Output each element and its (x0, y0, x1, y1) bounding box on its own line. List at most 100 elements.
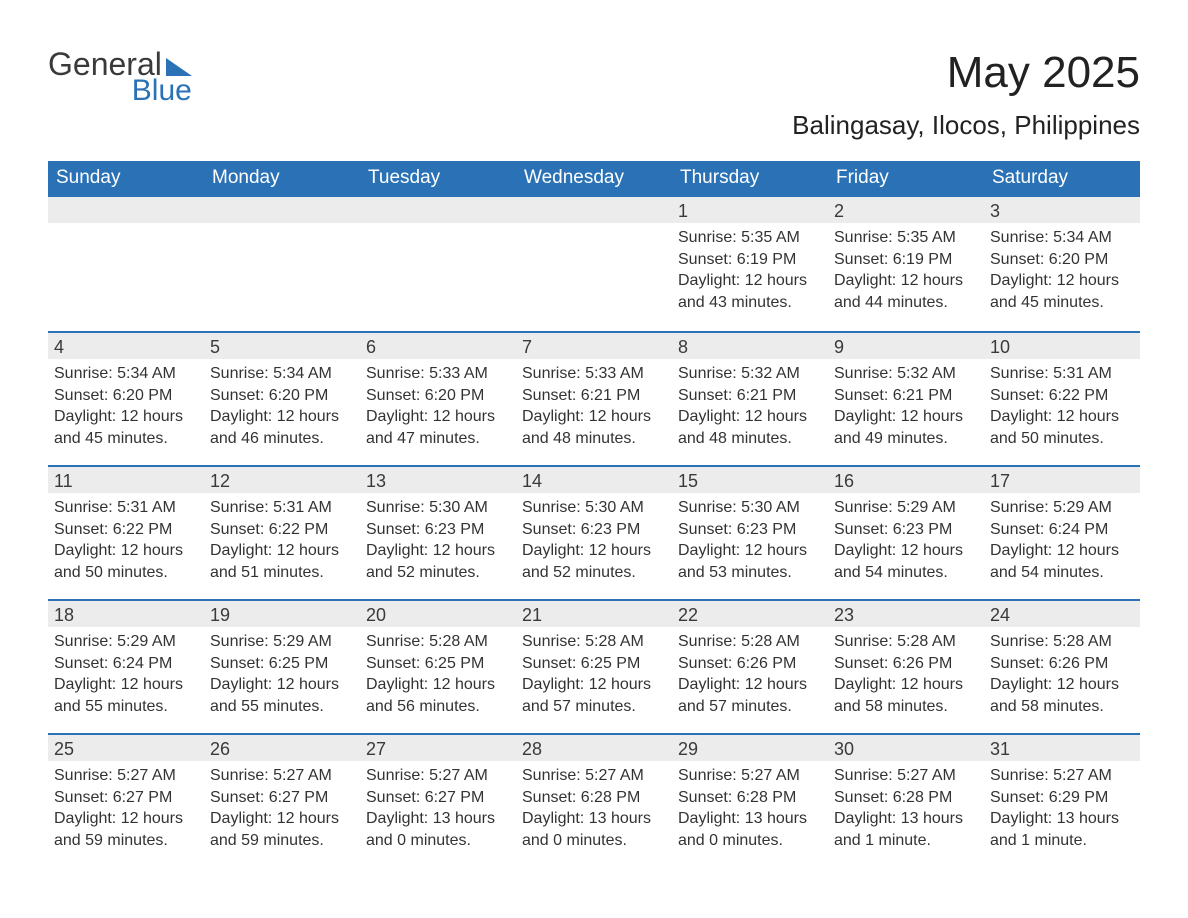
daylight-line: Daylight: 13 hours and 0 minutes. (366, 808, 510, 851)
day-number: 27 (360, 735, 516, 761)
sunset-line: Sunset: 6:23 PM (834, 519, 978, 541)
sunset-line: Sunset: 6:26 PM (678, 653, 822, 675)
day-body: Sunrise: 5:35 AMSunset: 6:19 PMDaylight:… (672, 223, 828, 319)
day-cell: 28Sunrise: 5:27 AMSunset: 6:28 PMDayligh… (516, 735, 672, 861)
day-cell: 7Sunrise: 5:33 AMSunset: 6:21 PMDaylight… (516, 333, 672, 459)
daylight-line: Daylight: 12 hours and 59 minutes. (54, 808, 198, 851)
day-cell: 12Sunrise: 5:31 AMSunset: 6:22 PMDayligh… (204, 467, 360, 593)
daylight-line: Daylight: 13 hours and 0 minutes. (522, 808, 666, 851)
sunset-line: Sunset: 6:28 PM (522, 787, 666, 809)
sunrise-line: Sunrise: 5:29 AM (210, 631, 354, 653)
weekday-header: Sunday (48, 161, 204, 197)
daylight-line: Daylight: 12 hours and 56 minutes. (366, 674, 510, 717)
daylight-line: Daylight: 12 hours and 48 minutes. (522, 406, 666, 449)
sunrise-line: Sunrise: 5:34 AM (990, 227, 1134, 249)
day-number: 30 (828, 735, 984, 761)
day-body: Sunrise: 5:27 AMSunset: 6:27 PMDaylight:… (360, 761, 516, 857)
day-cell: 31Sunrise: 5:27 AMSunset: 6:29 PMDayligh… (984, 735, 1140, 861)
sunrise-line: Sunrise: 5:29 AM (834, 497, 978, 519)
day-body: Sunrise: 5:33 AMSunset: 6:21 PMDaylight:… (516, 359, 672, 455)
day-number: 16 (828, 467, 984, 493)
day-cell: 25Sunrise: 5:27 AMSunset: 6:27 PMDayligh… (48, 735, 204, 861)
day-body: Sunrise: 5:31 AMSunset: 6:22 PMDaylight:… (984, 359, 1140, 455)
day-cell: 29Sunrise: 5:27 AMSunset: 6:28 PMDayligh… (672, 735, 828, 861)
sunrise-line: Sunrise: 5:27 AM (834, 765, 978, 787)
day-body: Sunrise: 5:27 AMSunset: 6:29 PMDaylight:… (984, 761, 1140, 857)
sunrise-line: Sunrise: 5:29 AM (54, 631, 198, 653)
day-body (360, 223, 516, 233)
sunset-line: Sunset: 6:20 PM (54, 385, 198, 407)
daylight-line: Daylight: 12 hours and 52 minutes. (522, 540, 666, 583)
day-body: Sunrise: 5:29 AMSunset: 6:24 PMDaylight:… (984, 493, 1140, 589)
sunset-line: Sunset: 6:23 PM (366, 519, 510, 541)
sunset-line: Sunset: 6:28 PM (834, 787, 978, 809)
daylight-line: Daylight: 12 hours and 48 minutes. (678, 406, 822, 449)
day-body: Sunrise: 5:28 AMSunset: 6:25 PMDaylight:… (360, 627, 516, 723)
day-cell: 1Sunrise: 5:35 AMSunset: 6:19 PMDaylight… (672, 197, 828, 325)
daylight-line: Daylight: 12 hours and 54 minutes. (990, 540, 1134, 583)
day-body: Sunrise: 5:28 AMSunset: 6:25 PMDaylight:… (516, 627, 672, 723)
sunset-line: Sunset: 6:20 PM (366, 385, 510, 407)
day-body: Sunrise: 5:28 AMSunset: 6:26 PMDaylight:… (672, 627, 828, 723)
weekday-header: Friday (828, 161, 984, 197)
day-number: 4 (48, 333, 204, 359)
sunset-line: Sunset: 6:19 PM (678, 249, 822, 271)
day-number (516, 197, 672, 223)
sunset-line: Sunset: 6:25 PM (522, 653, 666, 675)
daylight-line: Daylight: 12 hours and 55 minutes. (54, 674, 198, 717)
day-body: Sunrise: 5:27 AMSunset: 6:27 PMDaylight:… (204, 761, 360, 857)
daylight-line: Daylight: 13 hours and 0 minutes. (678, 808, 822, 851)
day-number: 8 (672, 333, 828, 359)
day-body: Sunrise: 5:27 AMSunset: 6:28 PMDaylight:… (672, 761, 828, 857)
sunrise-line: Sunrise: 5:35 AM (834, 227, 978, 249)
daylight-line: Daylight: 12 hours and 44 minutes. (834, 270, 978, 313)
sunrise-line: Sunrise: 5:27 AM (522, 765, 666, 787)
day-body: Sunrise: 5:34 AMSunset: 6:20 PMDaylight:… (984, 223, 1140, 319)
day-cell: 9Sunrise: 5:32 AMSunset: 6:21 PMDaylight… (828, 333, 984, 459)
day-number: 20 (360, 601, 516, 627)
week-row: 1Sunrise: 5:35 AMSunset: 6:19 PMDaylight… (48, 197, 1140, 325)
day-cell: 17Sunrise: 5:29 AMSunset: 6:24 PMDayligh… (984, 467, 1140, 593)
weeks-container: 1Sunrise: 5:35 AMSunset: 6:19 PMDaylight… (48, 197, 1140, 861)
sunrise-line: Sunrise: 5:33 AM (522, 363, 666, 385)
daylight-line: Daylight: 12 hours and 43 minutes. (678, 270, 822, 313)
logo: General Blue (48, 48, 192, 106)
day-number (48, 197, 204, 223)
day-number: 31 (984, 735, 1140, 761)
sunset-line: Sunset: 6:29 PM (990, 787, 1134, 809)
day-cell: 13Sunrise: 5:30 AMSunset: 6:23 PMDayligh… (360, 467, 516, 593)
day-body: Sunrise: 5:28 AMSunset: 6:26 PMDaylight:… (984, 627, 1140, 723)
day-number: 5 (204, 333, 360, 359)
day-body: Sunrise: 5:31 AMSunset: 6:22 PMDaylight:… (204, 493, 360, 589)
sunrise-line: Sunrise: 5:34 AM (54, 363, 198, 385)
day-cell: 8Sunrise: 5:32 AMSunset: 6:21 PMDaylight… (672, 333, 828, 459)
daylight-line: Daylight: 12 hours and 47 minutes. (366, 406, 510, 449)
sunrise-line: Sunrise: 5:31 AM (54, 497, 198, 519)
day-body (516, 223, 672, 233)
daylight-line: Daylight: 12 hours and 57 minutes. (522, 674, 666, 717)
day-number: 14 (516, 467, 672, 493)
day-cell: 11Sunrise: 5:31 AMSunset: 6:22 PMDayligh… (48, 467, 204, 593)
sunset-line: Sunset: 6:24 PM (54, 653, 198, 675)
day-number: 6 (360, 333, 516, 359)
sunset-line: Sunset: 6:21 PM (834, 385, 978, 407)
sunset-line: Sunset: 6:19 PM (834, 249, 978, 271)
day-number: 10 (984, 333, 1140, 359)
day-body: Sunrise: 5:27 AMSunset: 6:28 PMDaylight:… (516, 761, 672, 857)
day-cell: 30Sunrise: 5:27 AMSunset: 6:28 PMDayligh… (828, 735, 984, 861)
sunset-line: Sunset: 6:27 PM (54, 787, 198, 809)
sunset-line: Sunset: 6:24 PM (990, 519, 1134, 541)
daylight-line: Daylight: 12 hours and 57 minutes. (678, 674, 822, 717)
day-number: 23 (828, 601, 984, 627)
day-number: 17 (984, 467, 1140, 493)
day-cell: 3Sunrise: 5:34 AMSunset: 6:20 PMDaylight… (984, 197, 1140, 325)
sunrise-line: Sunrise: 5:32 AM (834, 363, 978, 385)
daylight-line: Daylight: 12 hours and 59 minutes. (210, 808, 354, 851)
month-title: May 2025 (792, 48, 1140, 98)
sunset-line: Sunset: 6:23 PM (678, 519, 822, 541)
day-number: 7 (516, 333, 672, 359)
sunrise-line: Sunrise: 5:27 AM (366, 765, 510, 787)
daylight-line: Daylight: 12 hours and 52 minutes. (366, 540, 510, 583)
day-number: 12 (204, 467, 360, 493)
weekday-header: Wednesday (516, 161, 672, 197)
